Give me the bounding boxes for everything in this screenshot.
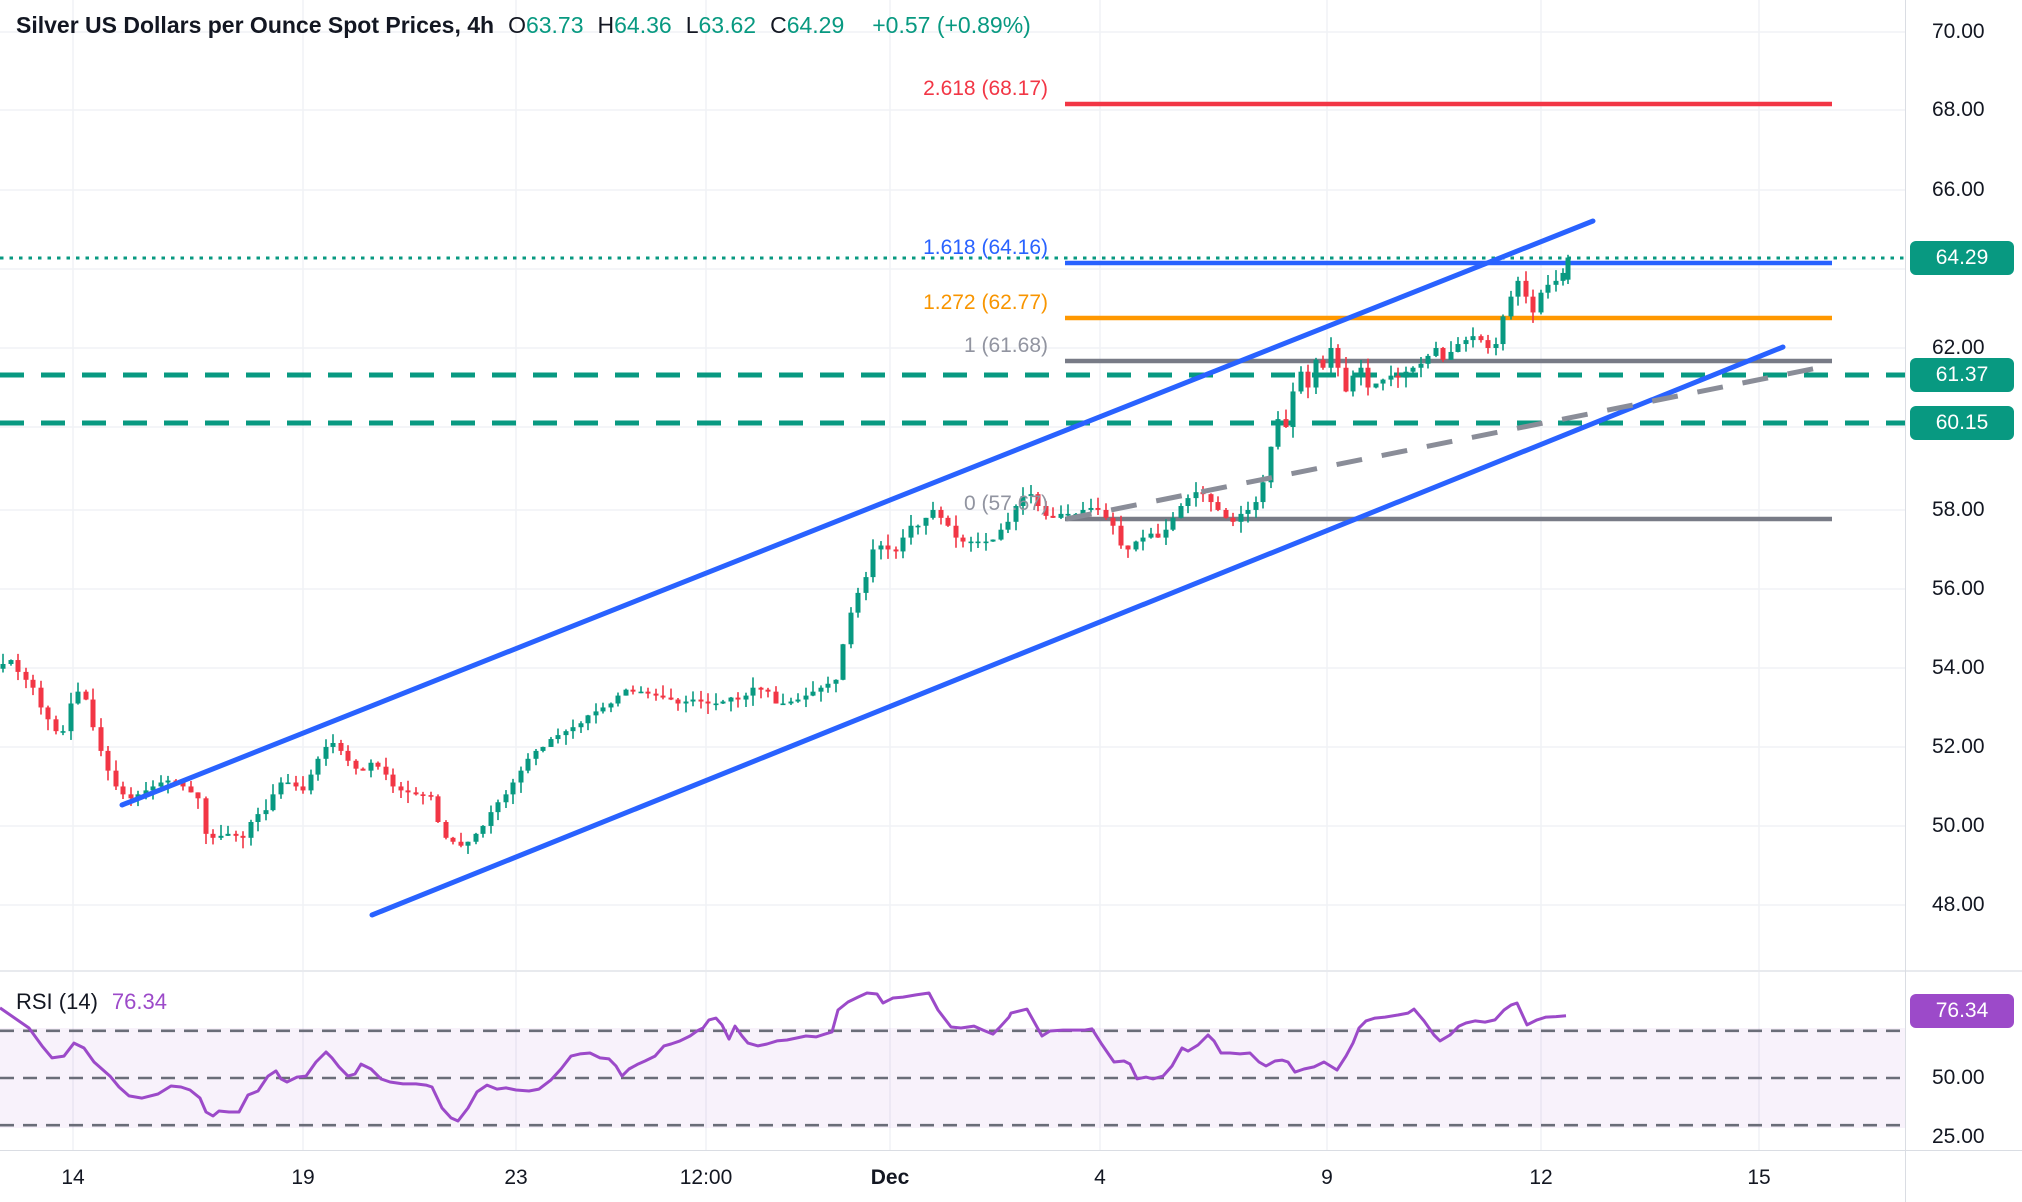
time-axis-label-1200: 12:00 bbox=[679, 1166, 733, 1189]
current-price-badge: 64.29 bbox=[1910, 241, 2014, 275]
rsi-band bbox=[0, 1028, 1905, 1128]
price-axis-label: 50.00 bbox=[1932, 814, 1985, 837]
fib-label-1: 1 (61.68) bbox=[963, 334, 1048, 357]
time-axis-label-4: 4 bbox=[1094, 1166, 1106, 1189]
price-axis-label: 66.00 bbox=[1932, 178, 1985, 201]
alert-lines[interactable] bbox=[0, 372, 1905, 426]
rsi-label: RSI (14) bbox=[16, 989, 98, 1014]
price-change: +0.57 (+0.89%) bbox=[872, 12, 1031, 38]
ohlc-l: L63.62 bbox=[685, 12, 757, 38]
price-axis-border bbox=[1905, 0, 1906, 1202]
alert-level-badge-1: 61.37 bbox=[1910, 358, 2014, 392]
price-axis-label: 70.00 bbox=[1932, 20, 1985, 43]
price-axis-label: 56.00 bbox=[1932, 577, 1985, 600]
fib-label-1.272: 1.272 (62.77) bbox=[923, 291, 1048, 314]
rsi-header: RSI (14) 76.34 bbox=[16, 989, 167, 1015]
time-axis-label-Dec: Dec bbox=[870, 1166, 910, 1189]
time-axis-label-19: 19 bbox=[291, 1166, 315, 1189]
symbol-header: Silver US Dollars per Ounce Spot Prices,… bbox=[16, 12, 1031, 39]
alert-level-badge-2: 60.15 bbox=[1910, 406, 2014, 440]
time-axis-label-15: 15 bbox=[1747, 1166, 1771, 1189]
fib-label-2.618: 2.618 (68.17) bbox=[923, 77, 1048, 100]
rsi-value-badge: 76.34 bbox=[1910, 994, 2014, 1028]
price-axis-label: 62.00 bbox=[1932, 336, 1985, 359]
fib-extension-lines[interactable] bbox=[1065, 101, 1832, 522]
candlestick-series bbox=[0, 254, 1571, 854]
price-axis-label: 58.00 bbox=[1932, 498, 1985, 521]
ohlc-o: O63.73 bbox=[508, 12, 584, 38]
rsi-line bbox=[0, 991, 1567, 1123]
gridlines bbox=[0, 0, 1905, 1150]
ohlc-c: C64.29 bbox=[770, 12, 845, 38]
rsi-axis-label: 25.00 bbox=[1932, 1125, 1985, 1148]
time-axis-label-14: 14 bbox=[61, 1166, 85, 1189]
rsi-value: 76.34 bbox=[111, 989, 167, 1014]
pane-separator[interactable] bbox=[0, 970, 2022, 972]
price-axis-label: 48.00 bbox=[1932, 893, 1985, 916]
ohlc-values: O63.73 H64.36 L63.62 C64.29 bbox=[508, 12, 858, 39]
symbol-title: Silver US Dollars per Ounce Spot Prices,… bbox=[16, 12, 495, 38]
time-axis-border bbox=[0, 1150, 2022, 1151]
price-axis-label: 52.00 bbox=[1932, 735, 1985, 758]
fib-label-1.618: 1.618 (64.16) bbox=[923, 236, 1048, 259]
fib-label-0: 0 (57.67) bbox=[963, 492, 1048, 515]
time-axis-label-9: 9 bbox=[1321, 1166, 1333, 1189]
ohlc-h: H64.36 bbox=[597, 12, 672, 38]
price-axis-label: 68.00 bbox=[1932, 98, 1985, 121]
rsi-axis-label: 50.00 bbox=[1932, 1066, 1985, 1089]
time-axis-label-23: 23 bbox=[504, 1166, 528, 1189]
gray-dashed-trendline[interactable] bbox=[1065, 362, 1833, 522]
time-axis-label-12: 12 bbox=[1529, 1166, 1553, 1189]
trend-channel[interactable] bbox=[119, 218, 1786, 918]
price-axis-label: 54.00 bbox=[1932, 656, 1985, 679]
